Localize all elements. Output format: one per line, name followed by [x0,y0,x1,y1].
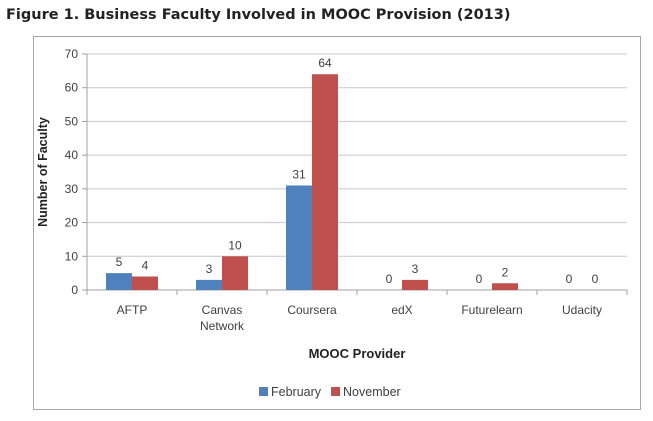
x-tick-label: AFTP [117,303,148,317]
data-label: 0 [592,272,599,286]
legend-swatch-february [259,387,268,396]
bar-february [286,185,312,290]
y-tick-label: 40 [65,148,79,162]
data-label: 3 [412,262,419,276]
y-tick-label: 70 [65,47,79,61]
x-tick-label: Udacity [562,303,602,317]
x-tick-label: Coursera [287,303,337,317]
y-tick-label: 30 [65,182,79,196]
data-label: 10 [228,238,242,252]
bar-november [132,276,158,290]
x-tick-label: edX [391,303,412,317]
data-label: 3 [206,262,213,276]
y-tick-label: 10 [65,249,79,263]
bar-november [492,283,518,290]
x-tick-label: Canvas [202,303,243,317]
bar-february [196,279,222,290]
y-axis-title: Number of Faculty [36,117,50,227]
bar-november [402,279,428,290]
legend-label: February [271,385,322,399]
legend-label: November [343,385,401,399]
data-label: 4 [142,259,149,273]
x-tick-label: Network [200,319,245,333]
x-tick-label: Futurelearn [461,303,522,317]
y-tick-label: 20 [65,216,79,230]
y-tick-label: 0 [71,283,78,297]
data-label: 64 [318,56,332,70]
x-axis-title: MOOC Provider [309,346,406,361]
data-label: 5 [116,255,123,269]
data-label: 2 [502,265,509,279]
y-tick-label: 60 [65,81,79,95]
chart-frame [33,36,641,410]
data-label: 0 [476,272,483,286]
y-tick-label: 50 [65,114,79,128]
bar-november [222,256,248,290]
data-label: 0 [566,272,573,286]
data-label: 0 [386,272,393,286]
data-label: 31 [292,167,306,181]
bar-november [312,74,338,290]
figure-title: Figure 1. Business Faculty Involved in M… [6,7,511,23]
legend-swatch-november [331,387,341,396]
bar-february [106,273,132,290]
